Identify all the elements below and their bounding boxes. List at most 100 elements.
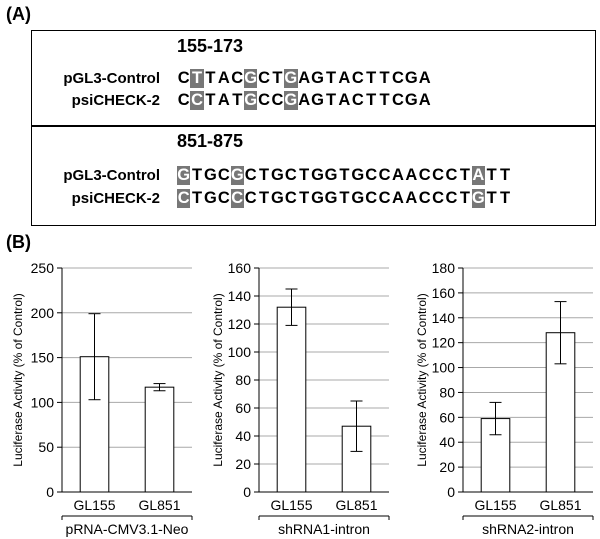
y-tick-label: 160 [228, 260, 252, 276]
nucleotide: T [325, 91, 337, 109]
nucleotide: A [471, 166, 485, 185]
nucleotide: T [299, 166, 310, 184]
nucleotide: A [338, 69, 351, 87]
nucleotide: G [351, 189, 365, 207]
nucleotide: A [391, 189, 404, 207]
nucleotide: G [243, 69, 258, 88]
nucleotide: G [230, 166, 244, 185]
x-tick-label: GL155 [270, 497, 312, 513]
nucleotide: G [271, 189, 284, 207]
nucleotide: C [351, 91, 364, 109]
nucleotide: G [243, 91, 258, 110]
nucleotide: A [418, 91, 431, 109]
nucleotide: T [192, 189, 203, 207]
nucleotide: C [244, 189, 257, 207]
nucleotide: C [177, 91, 190, 109]
y-tick-label: 140 [228, 288, 252, 304]
nucleotide: C [244, 166, 257, 184]
y-tick-label: 0 [447, 484, 455, 500]
nucleotide: T [486, 189, 497, 207]
nucleotide: A [217, 91, 230, 109]
y-tick-label: 100 [228, 344, 252, 360]
nucleotide: A [418, 69, 431, 87]
nucleotide: T [366, 69, 377, 87]
y-tick-label: 120 [228, 316, 252, 332]
nucleotide: G [351, 166, 365, 184]
nucleotide: C [231, 69, 244, 87]
y-axis-label: Luciferase Activity (% of Control) [11, 293, 25, 466]
nucleotide: T [205, 69, 216, 87]
nucleotide: A [298, 69, 311, 87]
nucleotide: G [284, 69, 298, 88]
panel-b-label: (B) [6, 232, 31, 252]
y-tick-label: 140 [432, 310, 456, 326]
nucleotide: T [258, 189, 270, 207]
nucleotide: G [324, 166, 338, 184]
nucleotide: T [192, 166, 203, 184]
group-label: pRNA-CMV3.1-Neo [66, 521, 189, 537]
nucleotide: G [311, 91, 325, 109]
bar [144, 386, 175, 493]
x-tick-label: GL155 [73, 497, 115, 513]
nucleotide: C [271, 91, 284, 109]
nucleotide: A [391, 166, 404, 184]
y-tick-label: 50 [38, 439, 54, 455]
nucleotide: C [190, 91, 204, 110]
nucleotide: C [177, 69, 190, 87]
group-label: shRNA1-intron [278, 521, 370, 537]
y-tick-label: 60 [439, 409, 455, 425]
nucleotide: C [432, 189, 445, 207]
y-tick-label: 250 [31, 260, 55, 276]
sequence-box-2 [31, 126, 596, 226]
nucleotide: C [365, 189, 378, 207]
nucleotide: C [177, 189, 191, 208]
nucleotide: C [258, 91, 270, 109]
nucleotide: T [339, 189, 350, 207]
nucleotide: T [232, 91, 243, 109]
nucleotide: G [311, 166, 325, 184]
nucleotide: G [311, 189, 325, 207]
y-tick-label: 100 [432, 360, 456, 376]
nucleotide: C [418, 166, 431, 184]
nucleotide: C [230, 189, 244, 208]
nucleotide: A [405, 189, 418, 207]
range-label-1: 155-173 [177, 36, 244, 56]
nucleotide: G [471, 189, 485, 208]
y-tick-label: 80 [439, 384, 455, 400]
x-tick-label: GL155 [474, 497, 516, 513]
bar [276, 306, 307, 493]
row-label-2b: psiCHECK-2 [71, 190, 160, 207]
nucleotide: T [258, 166, 270, 184]
nucleotide: G [204, 189, 217, 207]
y-tick-label: 20 [235, 456, 251, 472]
nucleotide: G [404, 91, 418, 109]
nucleotide: C [391, 91, 404, 109]
nucleotide: C [378, 189, 391, 207]
y-tick-label: 20 [439, 459, 455, 475]
nucleotide: C [378, 166, 391, 184]
nucleotide: A [217, 69, 230, 87]
nucleotide: C [391, 69, 404, 87]
nucleotide: C [258, 69, 270, 87]
y-axis-label: Luciferase Activity (% of Control) [211, 293, 225, 466]
nucleotide: C [365, 166, 378, 184]
nucleotide: C [445, 166, 458, 184]
nucleotide: T [325, 69, 337, 87]
nucleotide: C [432, 166, 445, 184]
nucleotide: G [271, 166, 284, 184]
nucleotide: T [190, 69, 204, 88]
x-tick-label: GL851 [335, 497, 377, 513]
nucleotide: C [418, 189, 431, 207]
nucleotide: G [284, 91, 298, 110]
nucleotide: T [205, 91, 216, 109]
nucleotide: T [459, 166, 470, 184]
y-tick-label: 150 [31, 350, 55, 366]
row-label-1a: pGL3-Control [63, 70, 160, 87]
nucleotide: T [379, 69, 390, 87]
row-label-1b: psiCHECK-2 [71, 92, 160, 109]
